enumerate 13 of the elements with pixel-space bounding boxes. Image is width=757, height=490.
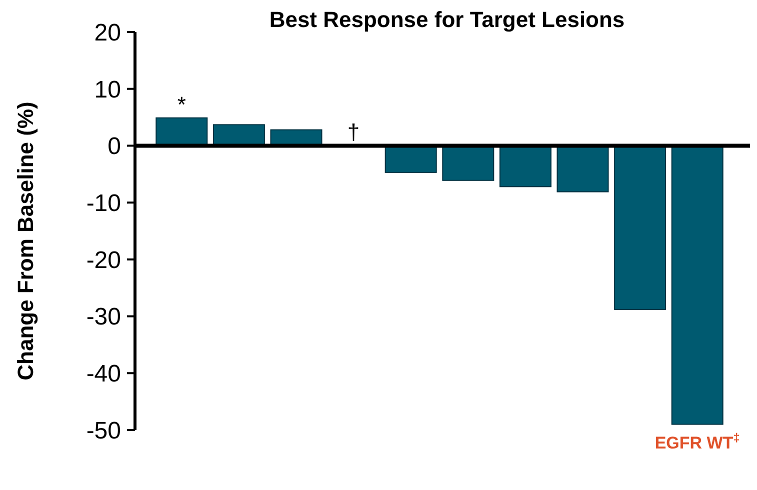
y-tick-label: 20 xyxy=(94,19,121,46)
data-label: * xyxy=(177,92,186,117)
y-tick-label: 10 xyxy=(94,76,121,104)
chart-title: Best Response for Target Lesions xyxy=(269,7,625,32)
y-tick-label: -10 xyxy=(86,190,121,217)
y-tick-label: -30 xyxy=(86,304,121,331)
y-tick-label: -40 xyxy=(86,360,121,388)
data-label: † xyxy=(347,120,360,145)
y-tick-label: 0 xyxy=(108,133,121,160)
y-axis-title: Change From Baseline (%) xyxy=(13,102,38,380)
y-tick-label: -20 xyxy=(86,246,121,274)
data-label: EGFR WT$^{‡}$ xyxy=(654,430,740,452)
y-tick-label: -50 xyxy=(86,417,121,444)
